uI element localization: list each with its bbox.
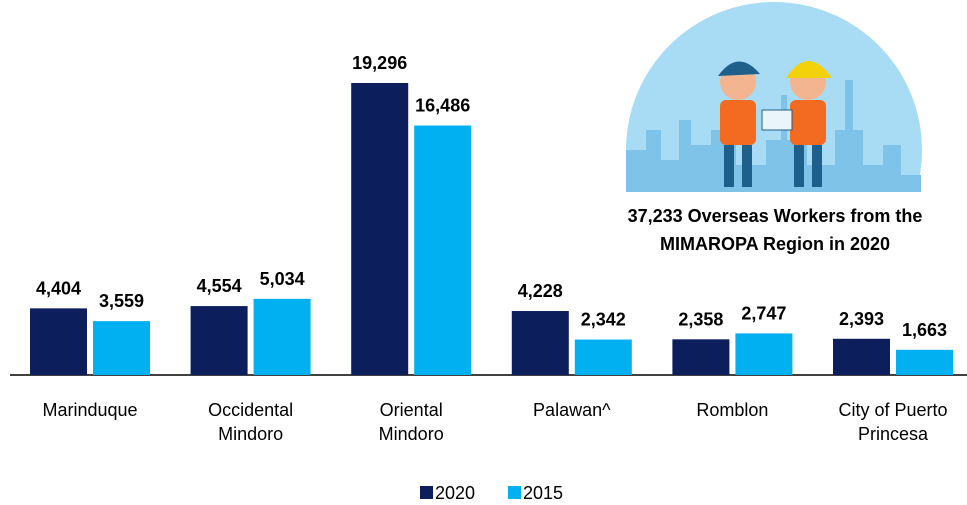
- value-label: 4,404: [36, 278, 81, 298]
- x-tick-label: Romblon: [696, 400, 769, 420]
- value-label: 1,663: [902, 320, 947, 340]
- value-label: 4,228: [518, 281, 563, 301]
- bar: [414, 125, 472, 376]
- value-label: 2,342: [581, 310, 626, 330]
- annotation: 37,233 Overseas Workers from the: [628, 206, 923, 226]
- value-label: 2,358: [678, 309, 723, 329]
- value-label: 3,559: [99, 291, 144, 311]
- x-tick-label: Palawan^: [533, 400, 611, 420]
- x-tick-label: Oriental Mindoro: [378, 400, 444, 444]
- x-tick-label: Occidental Mindoro: [208, 400, 294, 444]
- bar: [351, 83, 409, 375]
- bar: [735, 333, 793, 375]
- value-label: 5,034: [260, 269, 305, 289]
- bar: [574, 339, 632, 375]
- bar: [672, 339, 730, 375]
- value-label: 2,747: [741, 303, 786, 323]
- legend-swatch: [508, 486, 521, 499]
- bar: [93, 321, 150, 375]
- bar: [30, 308, 87, 375]
- bar: [190, 306, 248, 375]
- illustration: [626, 2, 922, 192]
- value-label: 19,296: [352, 53, 407, 73]
- x-tick-label: Marinduque: [42, 400, 138, 420]
- legend-label: 2020: [435, 483, 475, 503]
- bar: [253, 298, 311, 375]
- bar: [511, 311, 569, 375]
- legend-swatch: [420, 486, 433, 499]
- legend-label: 2015: [523, 483, 563, 503]
- value-label: 2,393: [839, 309, 884, 329]
- annotation: MIMAROPA Region in 2020: [660, 234, 890, 254]
- x-tick-label: City of Puerto Princesa: [838, 400, 948, 444]
- value-label: 4,554: [197, 276, 242, 296]
- bar: [833, 338, 890, 375]
- value-label: 16,486: [415, 96, 470, 116]
- bar: [896, 349, 953, 375]
